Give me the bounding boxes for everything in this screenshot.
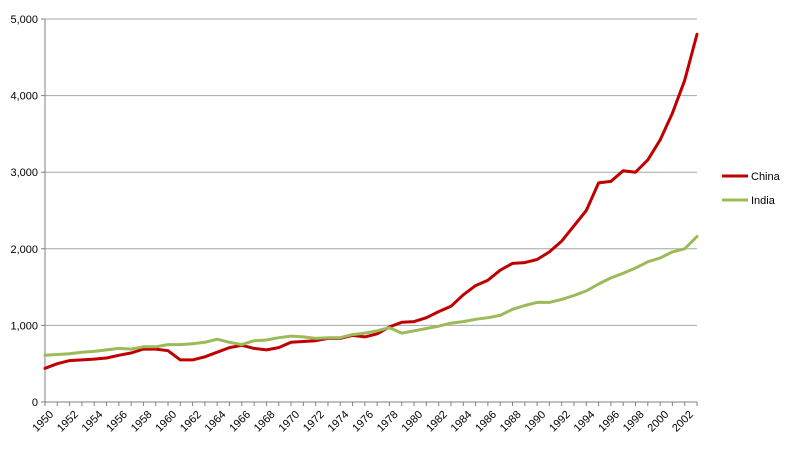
legend-label-india: India [751,195,776,207]
y-tick-label: 3,000 [10,167,38,179]
x-tick-label: 1952 [55,409,81,435]
x-tick-label: 1964 [203,409,229,435]
legend: China India [722,171,781,207]
x-tick-label: 1970 [276,409,302,435]
x-tick-label: 1988 [498,409,524,435]
y-axis-ticks: 0 1,000 2,000 3,000 4,000 5,000 [10,14,45,409]
x-tick-label: 1966 [227,409,253,435]
axes [44,19,697,403]
y-tick-label: 0 [32,397,38,409]
x-tick-label: 1992 [547,409,573,435]
x-tick-label: 1984 [449,409,475,435]
x-tick-label: 1976 [350,409,376,435]
x-tick-label: 1996 [596,409,622,435]
series-line-india [43,235,699,357]
y-tick-label: 4,000 [10,91,38,103]
legend-label-china: China [751,171,781,183]
y-tick-label: 2,000 [10,244,38,256]
x-tick-label: 1998 [621,409,647,435]
x-tick-label: 1968 [252,409,278,435]
x-tick-label: 1980 [399,409,425,435]
x-tick-label: 1954 [80,409,106,435]
x-tick-label: 1958 [129,409,155,435]
x-tick-label: 2000 [646,409,672,435]
series-line-china [43,32,699,370]
y-tick-label: 5,000 [10,14,38,26]
x-tick-label: 1974 [326,409,352,435]
x-tick-label: 1982 [424,409,450,435]
x-tick-label: 1960 [153,409,179,435]
x-tick-label: 1986 [473,409,499,435]
x-tick-label: 1950 [30,409,56,435]
x-tick-label: 1972 [301,409,327,435]
x-tick-label: 1978 [375,409,401,435]
x-tick-label: 1962 [178,409,204,435]
series-lines [43,32,699,370]
y-tick-label: 1,000 [10,320,38,332]
gridlines [45,18,697,326]
x-tick-label: 1994 [572,409,598,435]
x-axis-ticks: 1950195219541956195819601962196419661968… [30,402,698,435]
x-tick-label: 1990 [522,409,548,435]
x-tick-label: 2002 [670,409,696,435]
x-tick-label: 1956 [104,409,130,435]
